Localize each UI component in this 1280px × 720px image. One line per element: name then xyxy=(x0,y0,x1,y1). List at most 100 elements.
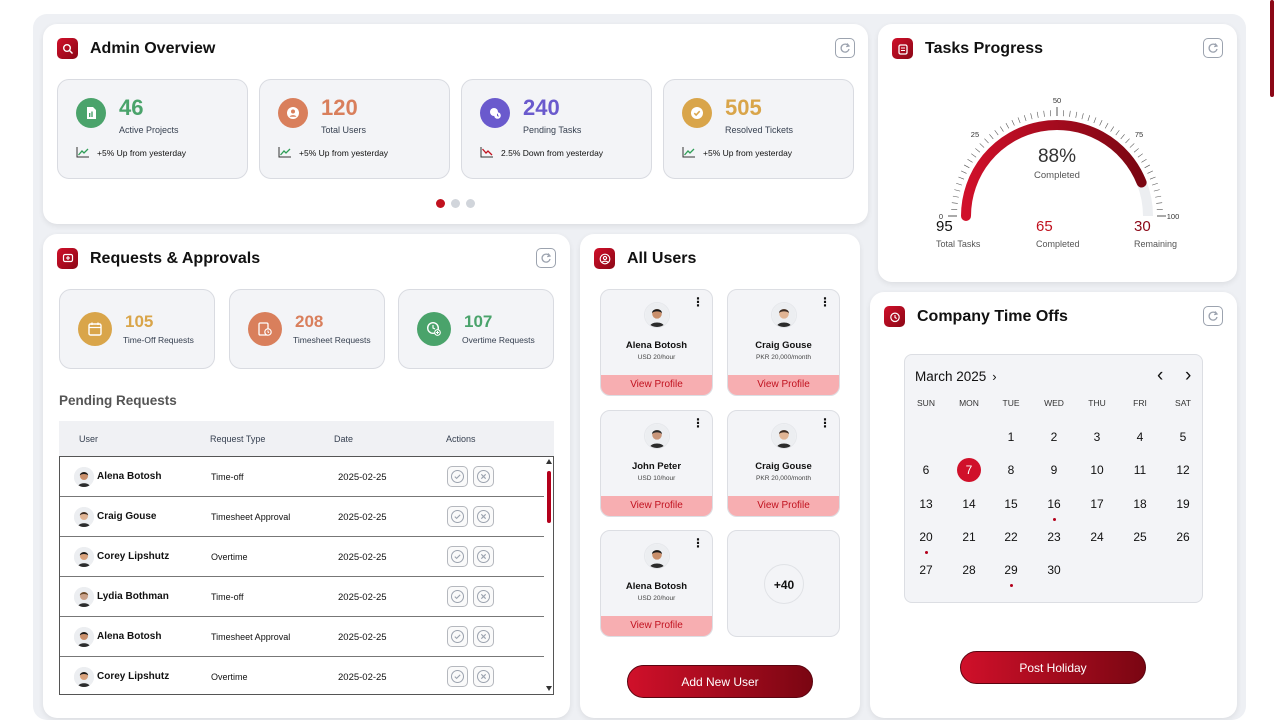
approve-button[interactable] xyxy=(447,506,468,527)
next-month-icon[interactable]: › xyxy=(1185,365,1192,386)
request-stat-card[interactable]: 107 Overtime Requests xyxy=(398,289,554,369)
view-profile-button[interactable]: View Profile xyxy=(601,616,712,636)
calendar-day[interactable]: 23 xyxy=(1047,530,1061,544)
calendar-day[interactable]: 28 xyxy=(962,563,976,577)
calendar-day[interactable]: 15 xyxy=(1004,497,1018,511)
gauge-tick xyxy=(994,130,999,136)
calendar-day[interactable]: 20 xyxy=(919,530,933,544)
view-profile-button[interactable]: View Profile xyxy=(601,496,712,516)
scroll-down-arrow-icon[interactable] xyxy=(546,686,552,691)
calendar-day[interactable]: 1 xyxy=(1007,430,1015,444)
gauge-tick xyxy=(1156,202,1163,204)
request-stat-value: 107 xyxy=(464,312,493,331)
more-users-card[interactable]: +40 xyxy=(727,530,840,637)
scrollbar-thumb[interactable] xyxy=(547,471,551,523)
page-scrollbar-thumb[interactable] xyxy=(1270,0,1274,97)
calendar-day-selected[interactable]: 7 xyxy=(957,458,981,482)
calendar-day[interactable]: 25 xyxy=(1133,530,1147,544)
admin-stat-card[interactable]: 46 Active Projects +5% Up from yesterday xyxy=(57,79,248,179)
refresh-icon[interactable] xyxy=(1203,38,1223,58)
scroll-up-arrow-icon[interactable] xyxy=(546,459,552,464)
reject-button[interactable] xyxy=(473,546,494,567)
all-users-title: All Users xyxy=(627,249,697,267)
carousel-dot-active[interactable] xyxy=(436,199,445,208)
calendar-day[interactable]: 29 xyxy=(1004,563,1018,577)
post-holiday-button[interactable]: Post Holiday xyxy=(960,651,1146,684)
more-options-icon[interactable]: ⋮ xyxy=(819,416,831,430)
view-profile-button[interactable]: View Profile xyxy=(601,375,712,395)
calendar-day[interactable]: 5 xyxy=(1179,430,1187,444)
calendar-day[interactable]: 2 xyxy=(1050,430,1058,444)
table-row: Corey Lipshutz Overtime 2025-02-25 xyxy=(60,657,545,694)
calendar-day[interactable]: 3 xyxy=(1093,430,1101,444)
more-options-icon[interactable]: ⋮ xyxy=(819,295,831,309)
calendar-day[interactable]: 16 xyxy=(1047,497,1061,511)
timesheet-icon xyxy=(248,312,282,346)
approve-button[interactable] xyxy=(447,586,468,607)
admin-stat-label: Active Projects xyxy=(119,125,179,135)
clipboard-icon xyxy=(892,38,913,59)
reject-button[interactable] xyxy=(473,666,494,687)
more-options-icon[interactable]: ⋮ xyxy=(692,295,704,309)
calendar-day[interactable]: 22 xyxy=(1004,530,1018,544)
admin-stat-card[interactable]: 240 Pending Tasks 2.5% Down from yesterday xyxy=(461,79,652,179)
approve-button[interactable] xyxy=(447,546,468,567)
calendar-day[interactable]: 12 xyxy=(1176,463,1190,477)
calendar-day[interactable]: 24 xyxy=(1090,530,1104,544)
approve-button[interactable] xyxy=(447,466,468,487)
more-options-icon[interactable]: ⋮ xyxy=(692,536,704,550)
gauge-tick xyxy=(1099,119,1103,126)
admin-stat-trend-text: +5% Up from yesterday xyxy=(97,148,187,158)
all-users-header: All Users xyxy=(594,248,696,269)
calendar-day[interactable]: 30 xyxy=(1047,563,1061,577)
calendar-day[interactable]: 19 xyxy=(1176,497,1190,511)
holiday-marker xyxy=(1009,584,1013,587)
calendar-day[interactable]: 27 xyxy=(919,563,933,577)
admin-stat-label: Resolved Tickets xyxy=(725,125,794,135)
carousel-dot[interactable] xyxy=(466,199,475,208)
request-stat-card[interactable]: 208 Timesheet Requests xyxy=(229,289,385,369)
reject-button[interactable] xyxy=(473,506,494,527)
calendar-day[interactable]: 11 xyxy=(1133,463,1147,477)
calendar-day[interactable]: 26 xyxy=(1176,530,1190,544)
user-circle-icon xyxy=(594,248,615,269)
table-row: Craig Gouse Timesheet Approval 2025-02-25 xyxy=(60,497,545,537)
calendar-day[interactable]: 4 xyxy=(1136,430,1144,444)
view-profile-button[interactable]: View Profile xyxy=(728,375,839,395)
carousel-dot[interactable] xyxy=(451,199,460,208)
view-profile-button[interactable]: View Profile xyxy=(728,496,839,516)
refresh-icon[interactable] xyxy=(536,248,556,268)
time-offs-header: Company Time Offs xyxy=(884,306,1068,327)
previous-month-icon[interactable]: ‹ xyxy=(1157,365,1164,386)
reject-button[interactable] xyxy=(473,586,494,607)
reject-button[interactable] xyxy=(473,466,494,487)
gauge-completed-label: Completed xyxy=(1034,170,1080,181)
table-row: Alena Botosh Timesheet Approval 2025-02-25 xyxy=(60,617,545,657)
approve-button[interactable] xyxy=(447,666,468,687)
refresh-icon[interactable] xyxy=(835,38,855,58)
calendar-day[interactable]: 8 xyxy=(1007,463,1015,477)
calendar-day[interactable]: 10 xyxy=(1090,463,1104,477)
approve-button[interactable] xyxy=(447,626,468,647)
gauge-tick xyxy=(1129,143,1135,148)
more-options-icon[interactable]: ⋮ xyxy=(692,416,704,430)
calendar-day[interactable]: 6 xyxy=(922,463,930,477)
add-new-user-button[interactable]: Add New User xyxy=(627,665,813,698)
scrollbar-track[interactable] xyxy=(544,457,553,694)
admin-stat-card[interactable]: 120 Total Users +5% Up from yesterday xyxy=(259,79,450,179)
calendar-day[interactable]: 13 xyxy=(919,497,933,511)
calendar-day[interactable]: 17 xyxy=(1090,497,1104,511)
calendar-day[interactable]: 9 xyxy=(1050,463,1058,477)
calendar-month-selector[interactable]: March 2025 › xyxy=(915,369,997,384)
reject-button[interactable] xyxy=(473,626,494,647)
column-actions: Actions xyxy=(446,434,476,444)
calendar-day[interactable]: 18 xyxy=(1133,497,1147,511)
calendar-day[interactable]: 14 xyxy=(962,497,976,511)
gauge-tick xyxy=(1147,170,1154,174)
calendar-day[interactable]: 21 xyxy=(962,530,976,544)
request-stat-card[interactable]: 105 Time-Off Requests xyxy=(59,289,215,369)
user-card: ⋮ John Peter USD 10/hour View Profile xyxy=(600,410,713,517)
admin-stat-card[interactable]: 505 Resolved Tickets +5% Up from yesterday xyxy=(663,79,854,179)
gauge-tick xyxy=(1069,110,1071,117)
refresh-icon[interactable] xyxy=(1203,306,1223,326)
